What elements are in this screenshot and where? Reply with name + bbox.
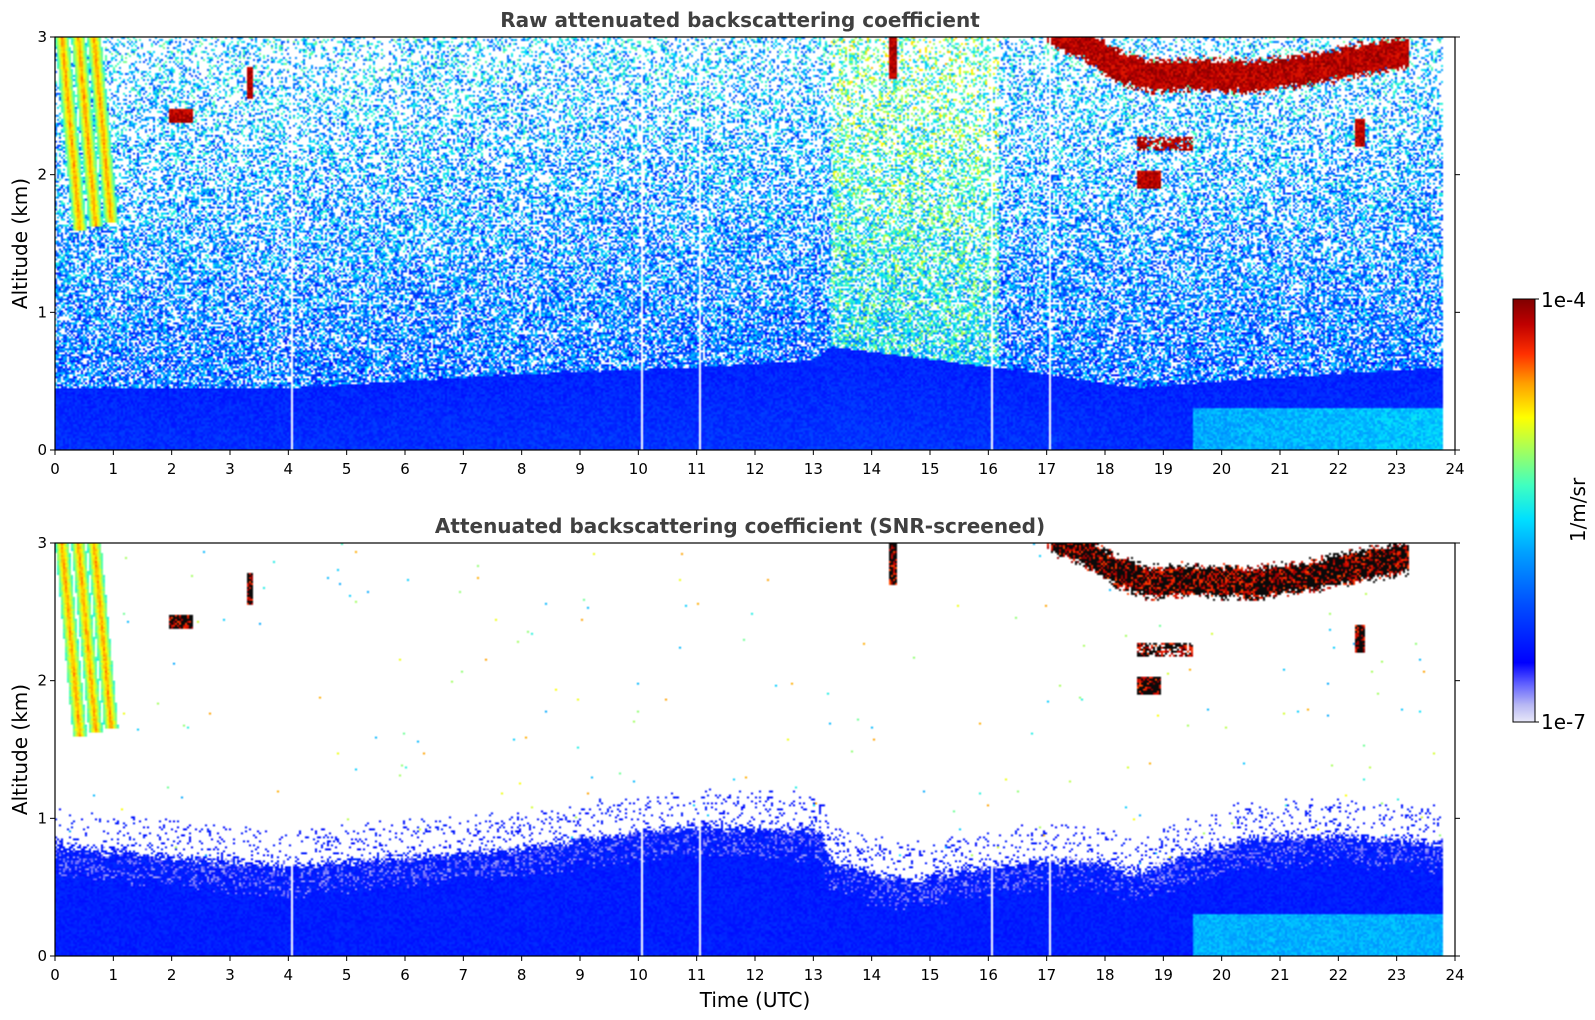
x-tick-label: 23	[1387, 460, 1406, 478]
x-tick-label: 7	[459, 460, 469, 478]
x-tick-label: 11	[687, 966, 706, 984]
y-tick-label: 3	[37, 28, 47, 46]
x-tick-label: 13	[804, 460, 823, 478]
x-tick-label: 9	[575, 460, 585, 478]
colorbar-unit-label: 1/m/sr	[1566, 477, 1590, 542]
x-tick-label: 2	[167, 460, 177, 478]
x-tick-label: 12	[745, 966, 764, 984]
x-tick-label: 6	[400, 966, 410, 984]
x-tick-label: 6	[400, 460, 410, 478]
x-tick-label: 15	[920, 966, 939, 984]
x-tick-label: 12	[745, 460, 764, 478]
y-tick-label: 3	[37, 534, 47, 552]
x-tick-label: 15	[920, 460, 939, 478]
x-tick-label: 3	[225, 460, 235, 478]
x-tick-label: 5	[342, 966, 352, 984]
y-tick-label: 2	[37, 672, 47, 690]
x-tick-label: 0	[50, 966, 60, 984]
x-tick-label: 17	[1037, 460, 1056, 478]
x-tick-label: 4	[284, 460, 294, 478]
panel-title-raw: Raw attenuated backscattering coefficien…	[500, 8, 980, 32]
x-tick-label: 17	[1037, 966, 1056, 984]
x-tick-label: 19	[1154, 966, 1173, 984]
x-tick-label: 22	[1329, 460, 1348, 478]
x-tick-label: 8	[517, 460, 527, 478]
x-tick-label: 22	[1329, 966, 1348, 984]
screened-backscatter-panel: Attenuated backscattering coefficient (S…	[8, 514, 1465, 1012]
colorbar-min-label: 1e-7	[1541, 710, 1586, 734]
x-tick-label: 16	[979, 460, 998, 478]
x-tick-label: 18	[1095, 460, 1114, 478]
x-tick-label: 14	[862, 460, 881, 478]
y-tick-label: 0	[37, 947, 47, 965]
x-tick-label: 14	[862, 966, 881, 984]
x-tick-label: 19	[1154, 460, 1173, 478]
x-tick-label: 24	[1445, 966, 1464, 984]
screened-y-axis-label: Altitude (km)	[8, 684, 32, 815]
x-tick-label: 5	[342, 460, 352, 478]
x-tick-label: 20	[1212, 460, 1231, 478]
x-tick-label: 11	[687, 460, 706, 478]
colorbar: 1e-4 1e-7 1/m/sr	[1512, 288, 1590, 734]
raw-y-axis-label: Altitude (km)	[8, 178, 32, 309]
x-tick-label: 10	[629, 460, 648, 478]
raw-heatmap-image	[55, 37, 1455, 450]
colorbar-max-label: 1e-4	[1541, 288, 1586, 312]
x-tick-label: 2	[167, 966, 177, 984]
x-tick-label: 21	[1270, 966, 1289, 984]
screened-heatmap-image	[55, 543, 1455, 956]
x-tick-label: 16	[979, 966, 998, 984]
x-tick-label: 10	[629, 966, 648, 984]
y-tick-label: 2	[37, 166, 47, 184]
x-tick-label: 4	[284, 966, 294, 984]
x-tick-label: 1	[109, 966, 119, 984]
x-tick-label: 20	[1212, 966, 1231, 984]
x-tick-label: 7	[459, 966, 469, 984]
x-tick-label: 18	[1095, 966, 1114, 984]
x-tick-label: 1	[109, 460, 119, 478]
panel-title-screened: Attenuated backscattering coefficient (S…	[435, 514, 1045, 538]
raw-y-ticks: 0 1 2 3	[37, 28, 1460, 459]
colorbar-gradient	[1512, 298, 1536, 723]
screened-y-ticks: 0 1 2 3	[37, 534, 1460, 965]
x-axis-label: Time (UTC)	[699, 988, 811, 1012]
x-tick-label: 24	[1445, 460, 1464, 478]
raw-backscatter-panel: Raw attenuated backscattering coefficien…	[8, 8, 1465, 478]
raw-x-ticks: 0 1 2 3 4 5 6 7 8 9 10 11 12 13 14 15 16 17 18 19 20 21 22 23 24	[50, 450, 1465, 478]
y-tick-label: 0	[37, 441, 47, 459]
x-tick-label: 23	[1387, 966, 1406, 984]
x-tick-label: 9	[575, 966, 585, 984]
screened-x-ticks: 0 1 2 3 4 5 6 7 8 9 10 11 12 13 14 15 16 17 18 19 20 21 22 23 24	[50, 956, 1465, 984]
x-tick-label: 8	[517, 966, 527, 984]
x-tick-label: 0	[50, 460, 60, 478]
y-tick-label: 1	[37, 809, 47, 827]
y-tick-label: 1	[37, 303, 47, 321]
x-tick-label: 21	[1270, 460, 1289, 478]
x-tick-label: 13	[804, 966, 823, 984]
x-tick-label: 3	[225, 966, 235, 984]
